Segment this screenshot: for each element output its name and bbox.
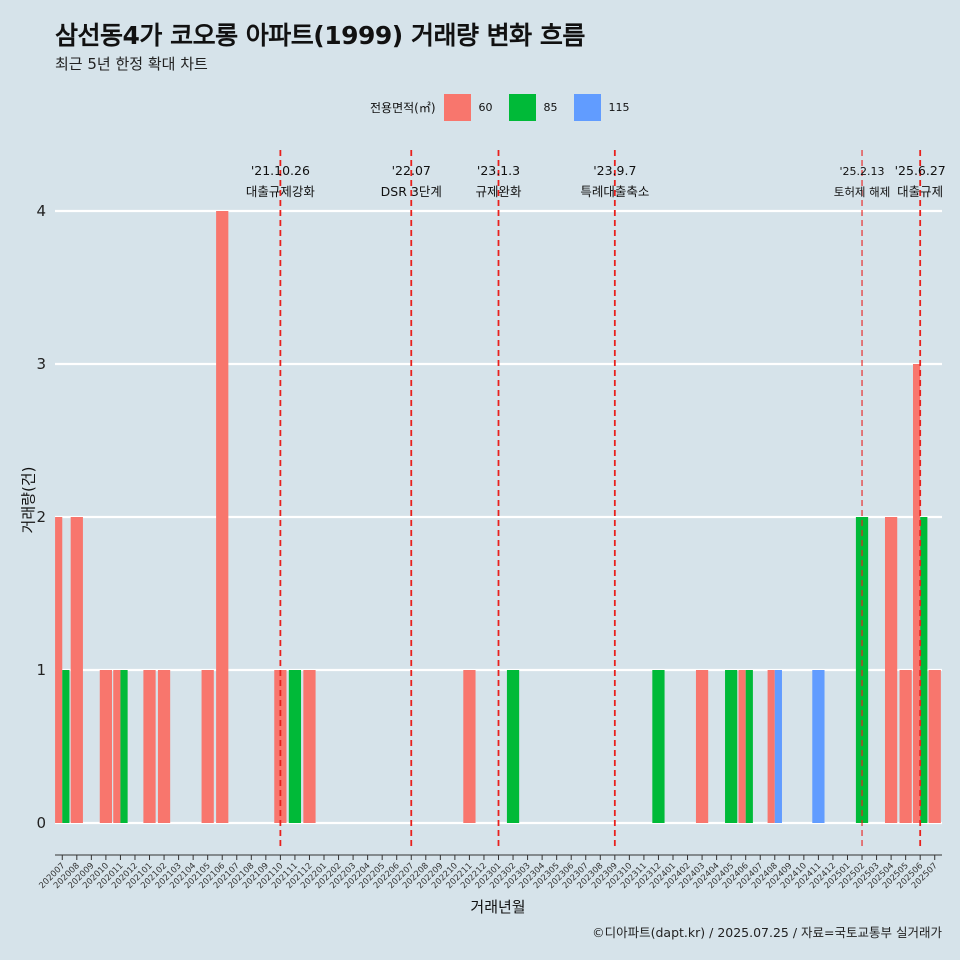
bar-60-202507 — [928, 670, 941, 823]
legend-swatch-85 — [508, 93, 536, 121]
bar-115-202408 — [774, 670, 782, 823]
y-tick-label: 3 — [36, 355, 46, 373]
legend-label-60: 60 — [478, 100, 493, 114]
bar-60-202105 — [201, 670, 214, 823]
legend-title: 전용면적(㎡) — [370, 100, 436, 115]
bar-115-202411 — [812, 670, 825, 823]
bar-60-202112 — [303, 670, 316, 823]
bar-60-202010 — [99, 670, 113, 823]
chart-subtitle: 최근 5년 한정 확대 차트 — [55, 55, 208, 73]
bar-85-202011 — [120, 670, 128, 823]
bar-85-202312 — [652, 670, 665, 823]
source-caption: ©디아파트(dapt.kr) / 2025.07.25 / 자료=국토교통부 실… — [592, 925, 942, 940]
event-date-label: '23.9.7 — [593, 163, 636, 178]
y-axis-label: 거래량(건) — [19, 466, 38, 534]
event-date-label: '25.2.13 — [840, 165, 885, 178]
legend: 전용면적(㎡) 60 85 115 — [370, 93, 640, 121]
bar-85-202506 — [920, 517, 928, 823]
bar-60-202102 — [157, 670, 171, 823]
bar-85-202007 — [62, 670, 70, 823]
legend-label-85: 85 — [543, 100, 558, 114]
event-date-label: '21.10.26 — [251, 163, 310, 178]
bar-60-202106 — [216, 211, 229, 823]
event-name-label: 대출규제 — [897, 184, 943, 199]
bar-60-202211 — [463, 670, 476, 823]
legend-item-115: 115 — [573, 93, 636, 121]
legend-swatch-115 — [573, 93, 601, 121]
bar-60-202101 — [143, 670, 156, 823]
bar-60-202007 — [55, 517, 63, 823]
y-tick-label: 4 — [36, 202, 46, 220]
bar-60-202504 — [884, 517, 898, 823]
legend-swatch-60 — [443, 93, 471, 121]
bar-85-202405 — [725, 670, 738, 823]
bar-85-202406 — [745, 670, 753, 823]
chart-title: 삼선동4가 코오롱 아파트(1999) 거래량 변화 흐름 — [55, 21, 585, 50]
legend-label-115: 115 — [608, 100, 630, 114]
event-name-label: DSR 3단계 — [381, 184, 442, 199]
event-date-label: '22.07 — [392, 163, 431, 178]
bar-60-202011 — [113, 670, 121, 823]
bar-85-202302 — [506, 670, 520, 823]
legend-item-60: 60 — [443, 93, 505, 121]
x-axis-label: 거래년월 — [470, 898, 526, 916]
event-name-label: 토허제 해제 — [834, 185, 891, 199]
bar-60-202505 — [899, 670, 912, 823]
legend-item-85: 85 — [508, 93, 570, 121]
bar-60-202008 — [70, 517, 83, 823]
bar-60-202406 — [738, 670, 746, 823]
event-date-label: '23.1.3 — [477, 163, 520, 178]
event-name-label: 규제완화 — [475, 184, 522, 199]
y-tick-label: 1 — [36, 661, 46, 679]
event-date-label: '25.6.27 — [895, 163, 946, 178]
bar-85-202111 — [288, 670, 302, 823]
y-tick-label: 0 — [36, 814, 46, 832]
bar-60-202506 — [912, 364, 921, 823]
y-tick-label: 2 — [36, 508, 46, 526]
event-name-label: 대출규제강화 — [246, 184, 316, 199]
event-name-label: 특례대출축소 — [580, 184, 649, 199]
bar-60-202403 — [695, 670, 709, 823]
bar-60-202110 — [274, 670, 287, 823]
bar-60-202408 — [767, 670, 775, 823]
